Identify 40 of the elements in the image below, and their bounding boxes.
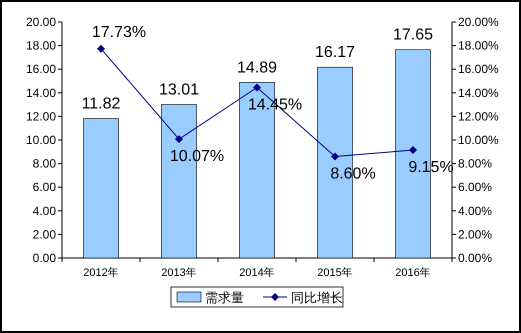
y2-tick-label: 12.00% (458, 109, 500, 124)
point (253, 83, 261, 92)
x-tick-label: 2012年 (83, 267, 119, 279)
y-tick-label: 18.00 (26, 38, 56, 53)
y2-tick-label: 0.00% (458, 251, 492, 265)
y2-tick-label: 8.00% (458, 156, 492, 171)
data-label: 17.65 (392, 26, 434, 44)
y-tick-label: 6.00 (32, 180, 56, 194)
y-tick-label: 14.00 (26, 86, 56, 100)
x-tick-label: 2014年 (239, 267, 275, 279)
data-label: 17.73% (92, 24, 146, 41)
x-tick-label: 2016年 (395, 267, 431, 279)
data-label: 16.17 (314, 44, 356, 62)
data-label: 11.82 (82, 96, 121, 113)
y-tick-label: 2.00 (32, 227, 56, 242)
legend-label: 同比增长 (291, 290, 343, 305)
data-label: 14.89 (236, 59, 278, 76)
x-tick-label: 2013年 (161, 267, 197, 279)
data-label: 13.01 (158, 81, 200, 98)
y2-tick-label: 4.00% (458, 204, 492, 218)
y-tick-label: 8.00 (32, 156, 56, 171)
point (409, 146, 417, 154)
y-tick-label: 4.00 (32, 204, 56, 218)
legend-label: 需求量 (205, 290, 244, 305)
y-tick-label: 20.00 (26, 15, 56, 29)
x-tick-label: 2015年 (317, 267, 353, 279)
y-tick-label: 0.00 (32, 251, 56, 265)
y2-tick-label: 10.00% (458, 133, 500, 147)
y2-tick-label: 20.00% (458, 15, 500, 29)
y-tick-label: 16.00 (26, 62, 56, 76)
point (97, 44, 105, 53)
point (331, 152, 339, 161)
y2-tick-label: 14.00% (458, 86, 500, 100)
y2-tick-label: 18.00% (458, 38, 500, 53)
point (175, 135, 183, 144)
y-tick-label: 10.00 (26, 133, 56, 147)
y2-tick-label: 6.00% (458, 180, 492, 194)
y-tick-label: 12.00 (26, 109, 56, 124)
y2-tick-label: 2.00% (458, 227, 492, 242)
y2-tick-label: 16.00% (458, 62, 500, 76)
